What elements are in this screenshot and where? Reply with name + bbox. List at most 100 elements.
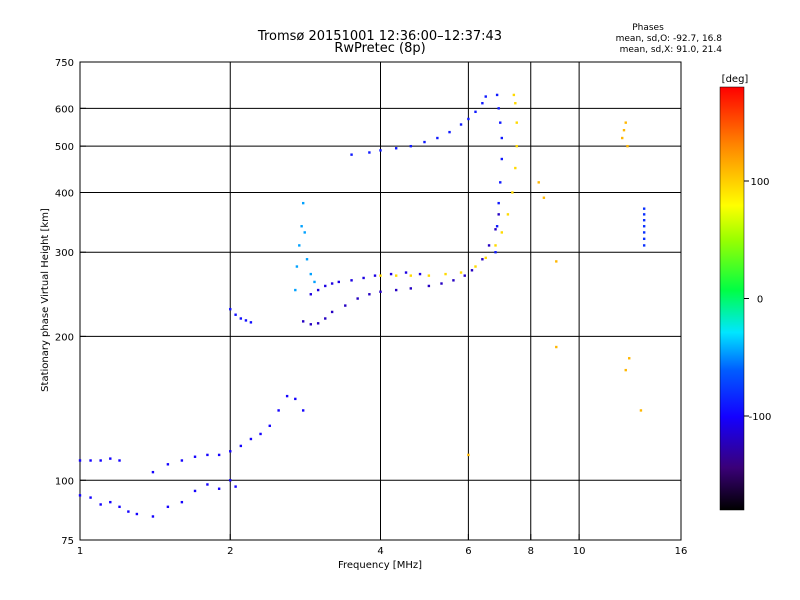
phase-stat-o: mean, sd,O: -92.7, 16.8 (616, 34, 723, 44)
data-point (497, 107, 500, 110)
data-point (229, 307, 232, 311)
data-point (277, 409, 280, 412)
data-point (229, 450, 232, 453)
data-point (642, 231, 646, 234)
data-point (423, 140, 426, 144)
data-point (624, 368, 627, 372)
data-point (379, 274, 382, 277)
x-tick-label: 10 (573, 546, 586, 557)
data-point (642, 237, 646, 241)
phase-heading: Phases (632, 23, 664, 33)
y-tick-label: 300 (55, 248, 74, 259)
data-point (452, 279, 455, 282)
data-point (487, 244, 491, 247)
data-point (316, 322, 320, 325)
data-point (89, 459, 92, 462)
data-point (555, 345, 558, 349)
data-point (295, 265, 299, 268)
tick-layer: 1 2 4 6 8 10 16 75 100 200 300 400 500 600 750 (55, 58, 687, 557)
data-point (379, 149, 382, 152)
data-point (166, 505, 170, 509)
chart-title: Tromsø 20151001 12:36:00–12:37:43 (257, 29, 502, 44)
data-point (448, 130, 451, 134)
grid-layer (80, 62, 681, 540)
data-point (229, 479, 232, 482)
data-point (350, 279, 353, 282)
data-point (89, 496, 92, 499)
data-point (409, 274, 412, 277)
data-point (467, 453, 470, 457)
data-point (409, 287, 412, 290)
data-point (494, 228, 497, 231)
data-point (500, 231, 504, 234)
data-point (135, 512, 139, 516)
data-point (499, 181, 502, 184)
data-point (206, 483, 209, 486)
colorbar-tick-label: 100 (750, 177, 769, 188)
data-point (368, 293, 371, 296)
data-point (409, 144, 412, 148)
y-tick-label: 400 (55, 188, 74, 199)
data-point (394, 288, 398, 292)
data-point (206, 453, 209, 457)
data-point (542, 196, 546, 199)
data-point (300, 225, 303, 228)
data-point (330, 310, 334, 314)
data-point (467, 117, 470, 121)
data-point (436, 136, 439, 140)
data-point (515, 121, 518, 124)
data-point (180, 459, 184, 462)
data-point (249, 321, 253, 324)
data-point (313, 280, 316, 284)
data-point (180, 500, 184, 504)
data-point (118, 459, 121, 462)
data-point (495, 225, 499, 228)
data-point (193, 455, 197, 458)
data-point (555, 260, 558, 263)
data-point (234, 485, 237, 488)
data-point (78, 494, 82, 497)
data-point (624, 121, 627, 124)
data-point (499, 121, 502, 124)
data-point (474, 265, 477, 268)
x-tick-label: 1 (77, 546, 83, 557)
chart-subtitle: RwPretec (8p) (334, 41, 425, 56)
data-point (239, 317, 243, 320)
data-point (350, 153, 353, 156)
data-point (459, 271, 463, 274)
data-point (495, 93, 499, 97)
data-point (500, 157, 504, 161)
data-point (444, 272, 447, 276)
data-point (379, 290, 382, 293)
data-point (639, 409, 643, 412)
data-point (642, 207, 646, 210)
data-point (239, 444, 243, 448)
data-point (309, 293, 312, 296)
data-point (356, 297, 359, 300)
data-point (494, 244, 497, 247)
x-axis-label: Frequency [MHz] (338, 560, 422, 571)
x-tick-label: 8 (528, 546, 534, 557)
y-tick-label: 200 (55, 332, 74, 343)
data-point (324, 284, 327, 288)
data-point (514, 101, 517, 105)
x-tick-label: 6 (465, 546, 471, 557)
data-point (500, 136, 504, 140)
data-point (259, 432, 262, 436)
data-point (506, 213, 510, 216)
data-point (481, 101, 484, 105)
data-point (285, 394, 289, 398)
data-point (109, 500, 112, 504)
data-point (497, 201, 500, 205)
data-point (151, 470, 155, 474)
phase-stat-x: mean, sd,X: 91.0, 21.4 (620, 45, 723, 55)
data-point (99, 459, 102, 462)
y-tick-label: 750 (55, 58, 74, 69)
y-tick-label: 100 (55, 476, 74, 487)
y-tick-label: 600 (55, 104, 74, 115)
colorbar-tick-label: 0 (757, 295, 763, 306)
data-point (642, 244, 646, 247)
data-point (193, 489, 197, 493)
data-point (481, 258, 484, 261)
